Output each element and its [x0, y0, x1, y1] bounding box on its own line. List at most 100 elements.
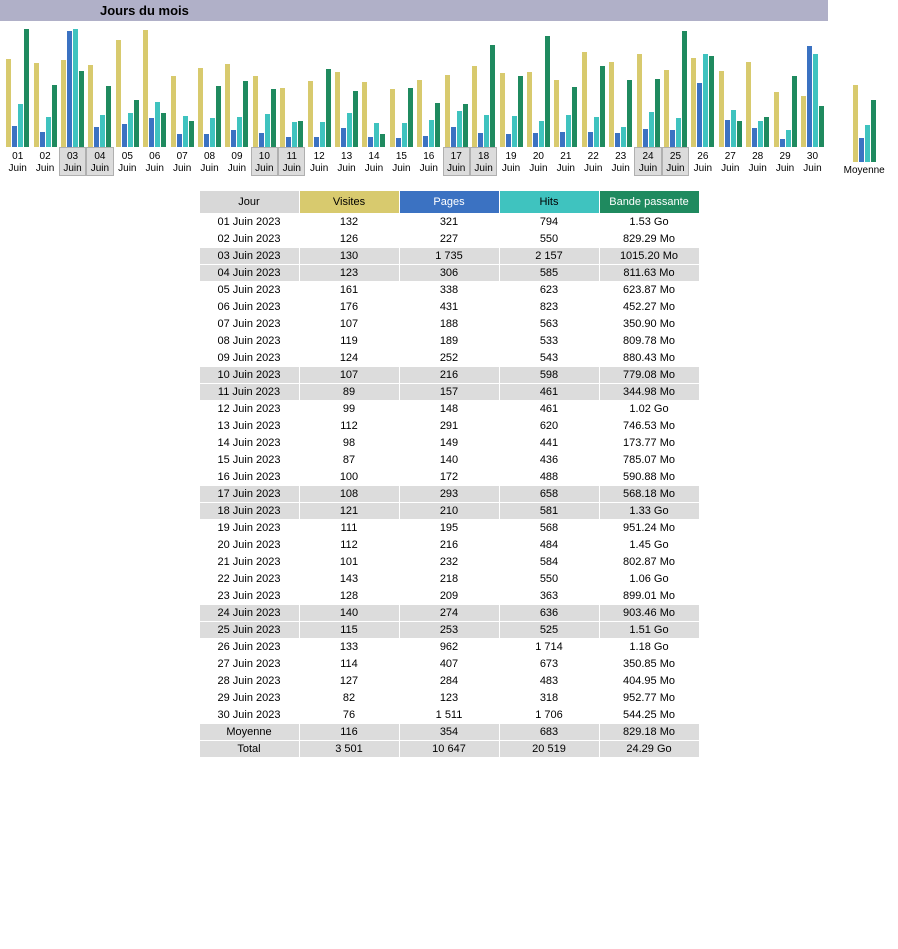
cell-bande: 1.53 Go — [599, 214, 699, 231]
chart-day-label: 03Juin — [59, 147, 86, 176]
chart-day-col: 24Juin — [634, 27, 661, 176]
cell-bande: 811.63 Mo — [599, 265, 699, 282]
cell-visites: 101 — [299, 554, 399, 571]
chart-day-label: 18Juin — [470, 147, 497, 176]
bar-hits — [347, 113, 352, 147]
chart-day-col: 05Juin — [114, 27, 141, 176]
bar-pages — [149, 118, 154, 147]
cell-bande: 350.85 Mo — [599, 656, 699, 673]
col-header-visites: Visites — [299, 191, 399, 214]
chart-day-bars — [34, 27, 57, 147]
bar-bande — [79, 71, 84, 147]
chart-day-col: 28Juin — [744, 27, 771, 176]
chart-day-bars — [691, 27, 714, 147]
chart-day-col: 07Juin — [168, 27, 195, 176]
bar-visites — [582, 52, 587, 147]
bar-bande — [216, 86, 221, 147]
bar-pages — [643, 129, 648, 147]
cell-hits: 658 — [499, 486, 599, 503]
chart-day-label: 14Juin — [360, 147, 387, 176]
cell-bande: 903.46 Mo — [599, 605, 699, 622]
chart-day-col: 22Juin — [580, 27, 607, 176]
cell-visites: 126 — [299, 231, 399, 248]
chart-day-bars — [719, 27, 742, 147]
cell-date: 08 Juin 2023 — [199, 333, 299, 350]
chart-day-col: 30Juin — [799, 27, 826, 176]
chart-day-bars — [61, 27, 84, 147]
bar-visites — [116, 40, 121, 147]
chart-day-col: 15Juin — [388, 27, 415, 176]
bar-hits — [292, 122, 297, 147]
bar-pages — [752, 128, 757, 147]
cell-hits: 683 — [499, 724, 599, 741]
bar-bande — [600, 66, 605, 147]
bar-bande — [871, 100, 876, 162]
bar-bande — [106, 86, 111, 147]
cell-bande: 24.29 Go — [599, 741, 699, 758]
bar-bande — [298, 121, 303, 147]
bar-bande — [518, 76, 523, 147]
bar-visites — [143, 30, 148, 147]
cell-visites: 98 — [299, 435, 399, 452]
bar-visites — [500, 73, 505, 147]
chart-day-col: 03Juin — [59, 27, 86, 176]
cell-pages: 10 647 — [399, 741, 499, 758]
bar-hits — [621, 127, 626, 147]
cell-hits: 584 — [499, 554, 599, 571]
cell-visites: 111 — [299, 520, 399, 537]
chart-day-col: 25Juin — [662, 27, 689, 176]
chart-day-label: 29Juin — [771, 147, 798, 176]
bar-hits — [237, 117, 242, 147]
col-header-jour: Jour — [199, 191, 299, 214]
cell-hits: 543 — [499, 350, 599, 367]
table-row: 08 Juin 2023119189533809.78 Mo — [199, 333, 699, 350]
table-row: 04 Juin 2023123306585811.63 Mo — [199, 265, 699, 282]
bar-pages — [177, 134, 182, 147]
cell-date: 16 Juin 2023 — [199, 469, 299, 486]
cell-pages: 274 — [399, 605, 499, 622]
cell-visites: 127 — [299, 673, 399, 690]
chart-day-col: 11Juin — [278, 27, 305, 176]
cell-hits: 461 — [499, 401, 599, 418]
table-row: 03 Juin 20231301 7352 1571015.20 Mo — [199, 248, 699, 265]
cell-visites: 76 — [299, 707, 399, 724]
chart-day-bars — [445, 27, 468, 147]
chart-day-label: 12Juin — [305, 147, 332, 176]
chart-day-label: 27Juin — [717, 147, 744, 176]
cell-visites: 119 — [299, 333, 399, 350]
cell-bande: 404.95 Mo — [599, 673, 699, 690]
bar-bande — [737, 121, 742, 147]
bar-visites — [445, 75, 450, 147]
table-row: 15 Juin 202387140436785.07 Mo — [199, 452, 699, 469]
bar-visites — [88, 65, 93, 147]
bar-hits — [374, 123, 379, 147]
cell-pages: 962 — [399, 639, 499, 656]
cell-visites: 140 — [299, 605, 399, 622]
chart-day-label: 09Juin — [223, 147, 250, 176]
cell-date: 22 Juin 2023 — [199, 571, 299, 588]
chart-day-label: 01Juin — [4, 147, 31, 176]
table-row: 29 Juin 202382123318952.77 Mo — [199, 690, 699, 707]
bar-bande — [682, 31, 687, 147]
table-header-row: Jour Visites Pages Hits Bande passante — [199, 191, 699, 214]
table-row: 09 Juin 2023124252543880.43 Mo — [199, 350, 699, 367]
cell-pages: 1 511 — [399, 707, 499, 724]
bar-pages — [286, 137, 291, 147]
cell-date: 06 Juin 2023 — [199, 299, 299, 316]
col-header-hits: Hits — [499, 191, 599, 214]
bar-pages — [859, 138, 864, 162]
cell-visites: 112 — [299, 418, 399, 435]
cell-bande: 590.88 Mo — [599, 469, 699, 486]
table-row-total: Total3 50110 64720 51924.29 Go — [199, 741, 699, 758]
cell-date: 07 Juin 2023 — [199, 316, 299, 333]
cell-bande: 344.98 Mo — [599, 384, 699, 401]
cell-visites: 100 — [299, 469, 399, 486]
bar-visites — [198, 68, 203, 147]
bar-pages — [780, 139, 785, 147]
cell-bande: 802.87 Mo — [599, 554, 699, 571]
cell-hits: 585 — [499, 265, 599, 282]
bar-bande — [161, 113, 166, 147]
bar-hits — [649, 112, 654, 147]
cell-hits: 1 714 — [499, 639, 599, 656]
cell-bande: 1.51 Go — [599, 622, 699, 639]
